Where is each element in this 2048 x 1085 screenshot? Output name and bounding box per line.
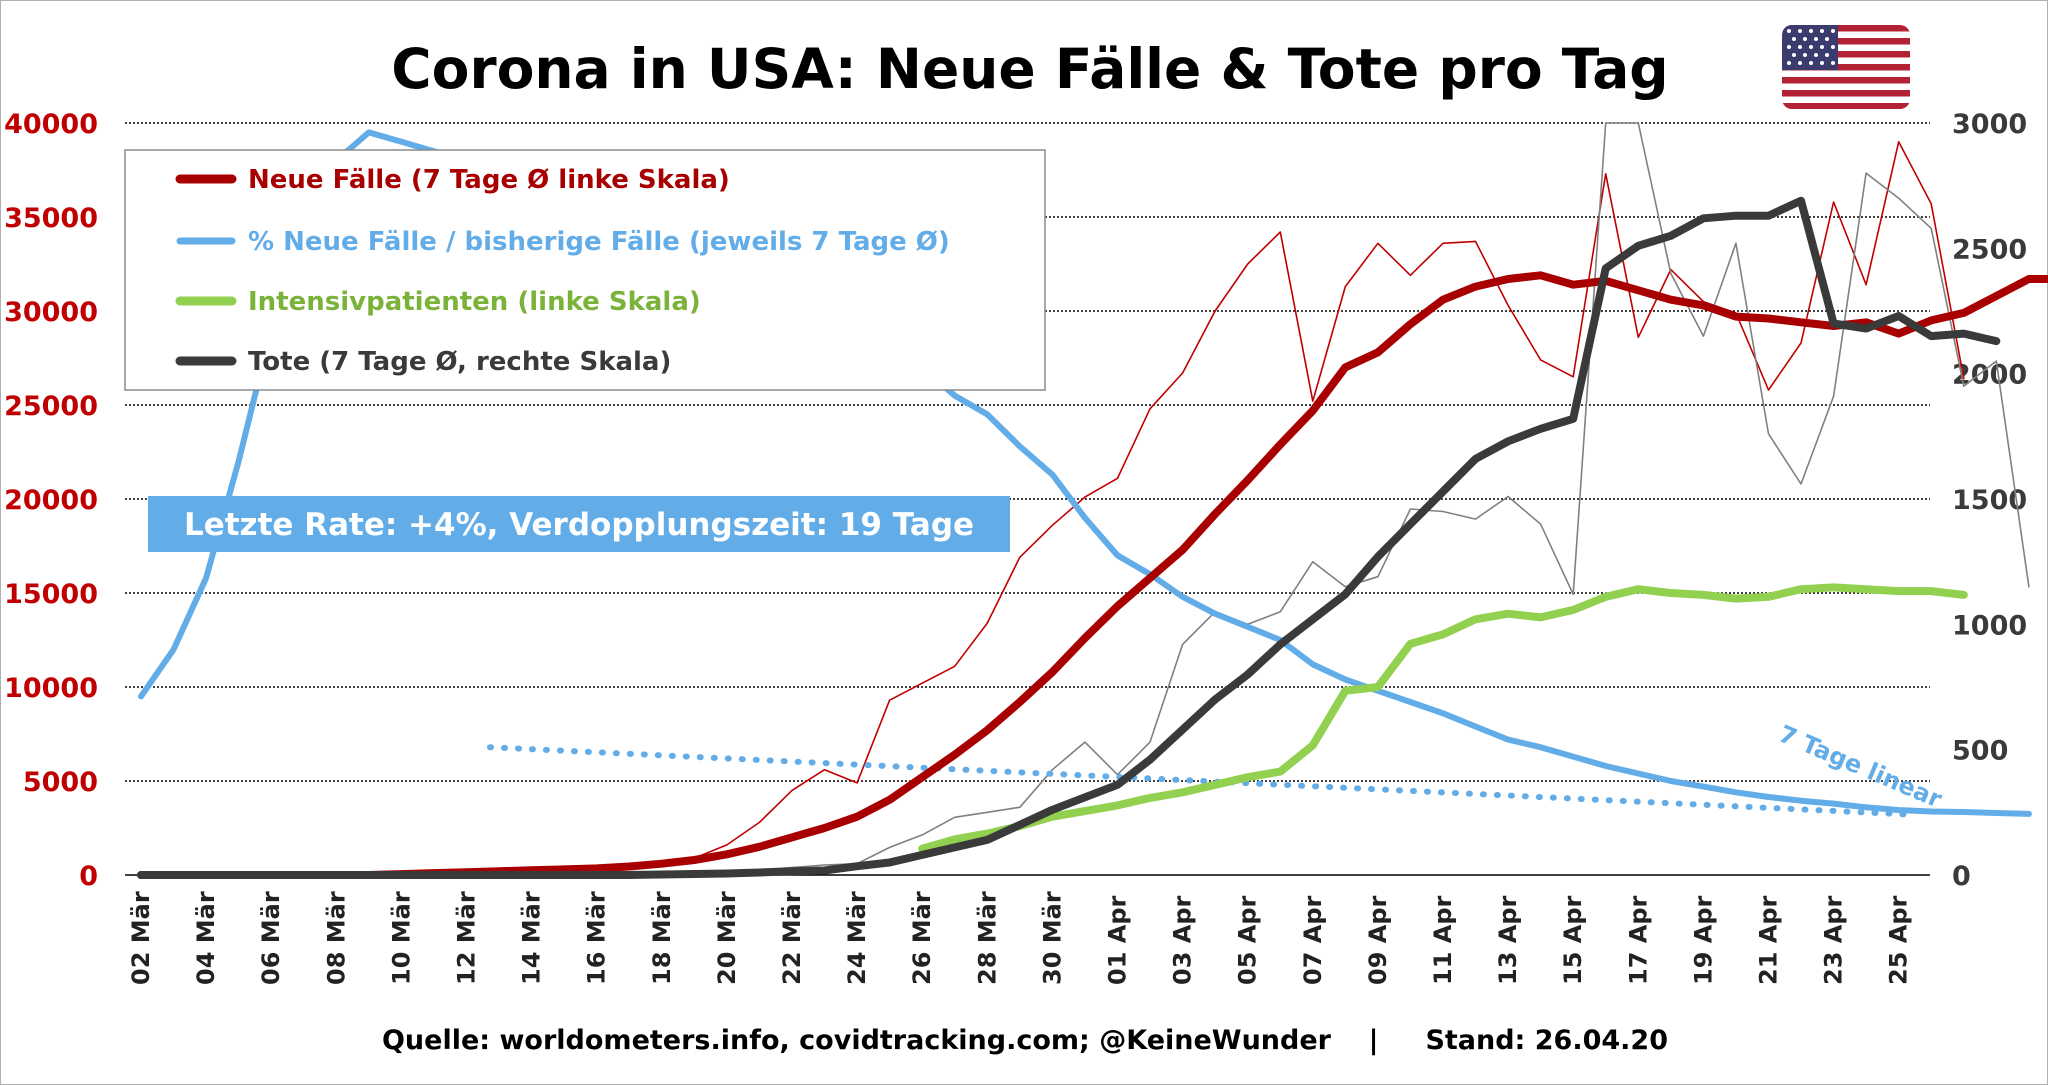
legend-label-cases: Neue Fälle (7 Tage Ø linke Skala)	[248, 165, 730, 195]
rate-annotation: Letzte Rate: +4%, Verdopplungszeit: 19 T…	[148, 496, 1010, 552]
x-tick-label: 19 Apr	[1689, 895, 1717, 985]
left-tick-label: 0	[79, 861, 98, 892]
chart-title: Corona in USA: Neue Fälle & Tote pro Tag	[391, 37, 1668, 101]
x-tick-label: 22 Mär	[778, 891, 806, 985]
series-line-deaths	[137, 196, 2001, 879]
x-tick-label: 09 Apr	[1364, 895, 1392, 985]
x-tick-label: 05 Apr	[1234, 895, 1262, 985]
x-tick-label: 02 Mär	[127, 891, 155, 985]
x-tick-label: 14 Mär	[518, 891, 546, 985]
x-tick-label: 16 Mär	[583, 891, 611, 985]
us-flag-icon	[1782, 25, 1910, 109]
x-tick-label: 28 Mär	[973, 891, 1001, 985]
left-tick-label: 30000	[4, 297, 98, 328]
left-tick-label: 15000	[4, 579, 98, 610]
x-tick-label: 20 Mär	[713, 891, 741, 985]
x-tick-label: 30 Mär	[1038, 891, 1066, 985]
x-tick-label: 18 Mär	[648, 891, 676, 985]
left-tick-label: 20000	[4, 485, 98, 516]
left-axis-ticks: 0 5000 10000 15000 20000 25000 30000 35000 40000	[4, 109, 98, 892]
left-tick-label: 35000	[4, 203, 98, 234]
legend-label-percent: % Neue Fälle / bisherige Fälle (jeweils …	[248, 227, 950, 257]
x-tick-label: 08 Mär	[322, 891, 350, 985]
x-tick-label: 10 Mär	[387, 891, 415, 985]
left-tick-label: 40000	[4, 109, 98, 140]
legend-label-deaths: Tote (7 Tage Ø, rechte Skala)	[248, 347, 671, 377]
x-tick-label: 21 Apr	[1755, 895, 1783, 985]
legend-label-icu: Intensivpatienten (linke Skala)	[248, 287, 701, 317]
rate-annotation-text: Letzte Rate: +4%, Verdopplungszeit: 19 T…	[184, 507, 974, 543]
x-tick-label: 07 Apr	[1299, 895, 1327, 985]
x-tick-label: 04 Mär	[192, 891, 220, 985]
x-axis-ticks: 02 Mär 04 Mär 06 Mär 08 Mär 10 Mär 12 Mär 14 M…	[127, 891, 1913, 985]
x-tick-label: 17 Apr	[1624, 895, 1652, 985]
x-tick-label: 12 Mär	[453, 891, 481, 985]
x-tick-label: 23 Apr	[1820, 895, 1848, 985]
x-tick-label: 15 Apr	[1559, 895, 1587, 985]
x-tick-label: 25 Apr	[1885, 895, 1913, 985]
x-tick-label: 03 Apr	[1169, 895, 1197, 985]
right-tick-label: 3000	[1952, 109, 2027, 140]
right-tick-label: 2500	[1952, 234, 2027, 265]
source-note: Quelle: worldometers.info, covidtracking…	[382, 1025, 1668, 1056]
x-tick-label: 24 Mär	[843, 891, 871, 985]
x-tick-label: 11 Apr	[1429, 895, 1457, 985]
left-tick-label: 25000	[4, 391, 98, 422]
right-tick-label: 0	[1952, 861, 1971, 892]
series-line-icu	[918, 583, 1968, 853]
series-line-trend-linear	[487, 744, 1918, 818]
legend: Neue Fälle (7 Tage Ø linke Skala) % Neue…	[124, 149, 1046, 391]
x-tick-label: 26 Mär	[908, 891, 936, 985]
right-tick-label: 500	[1952, 736, 2008, 767]
x-tick-label: 13 Apr	[1494, 895, 1522, 985]
right-tick-label: 1000	[1952, 610, 2027, 641]
x-tick-label: 06 Mär	[257, 891, 285, 985]
left-tick-label: 10000	[4, 673, 98, 704]
x-tick-label: 01 Apr	[1104, 895, 1132, 985]
left-tick-label: 5000	[23, 767, 98, 798]
